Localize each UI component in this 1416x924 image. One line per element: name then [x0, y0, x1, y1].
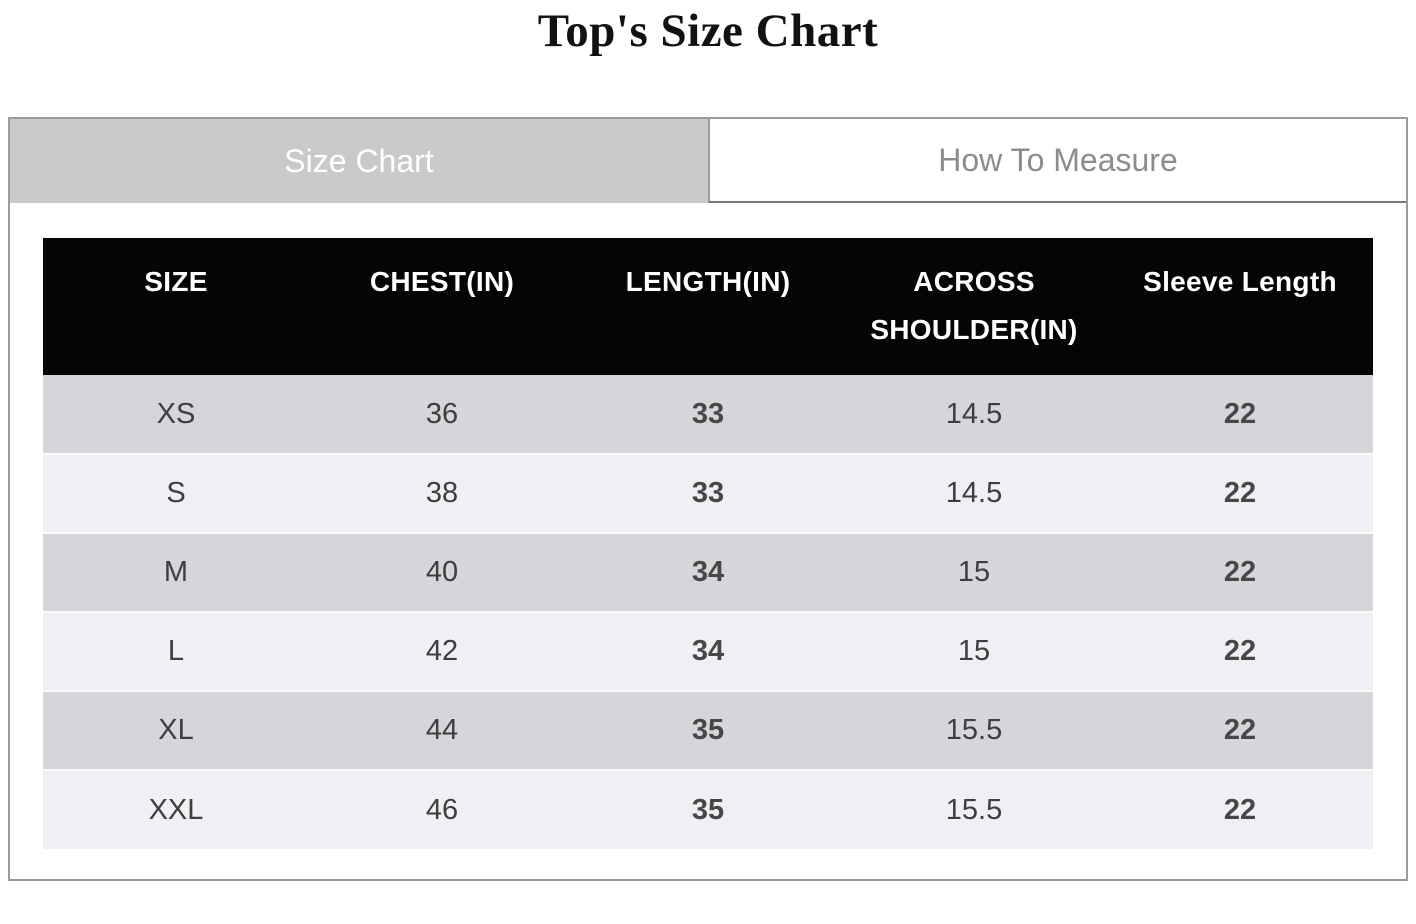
table-cell: 44: [309, 690, 575, 770]
table-cell: 14.5: [841, 453, 1107, 533]
table-row: L 42 34 15 22: [43, 611, 1373, 691]
table-cell: 38: [309, 453, 575, 533]
table-cell: 35: [575, 769, 841, 849]
table-cell: 22: [1107, 453, 1373, 533]
tab-bar: Size Chart How To Measure: [10, 119, 1406, 203]
tab-size-chart[interactable]: Size Chart: [10, 119, 708, 203]
table-cell: 42: [309, 611, 575, 691]
size-table-container: SIZE CHEST(IN) LENGTH(IN) ACROSS SHOULDER(I…: [43, 238, 1373, 849]
column-header: Sleeve Length: [1107, 238, 1373, 375]
table-cell: 15.5: [841, 690, 1107, 770]
size-cell: XL: [43, 690, 309, 770]
table-cell: 15: [841, 611, 1107, 691]
table-row: S 38 33 14.5 22: [43, 453, 1373, 533]
table-cell: 35: [575, 690, 841, 770]
table-cell: 22: [1107, 690, 1373, 770]
table-cell: 15.5: [841, 769, 1107, 849]
table-cell: 40: [309, 532, 575, 612]
size-cell: M: [43, 532, 309, 612]
table-cell: 34: [575, 611, 841, 691]
size-cell: S: [43, 453, 309, 533]
page-title: Top's Size Chart: [537, 5, 879, 57]
size-table: SIZE CHEST(IN) LENGTH(IN) ACROSS SHOULDER(I…: [43, 238, 1373, 849]
table-cell: 14.5: [945, 397, 1003, 430]
table-cell: 22: [1107, 611, 1373, 691]
table-cell: 22: [1107, 532, 1373, 612]
column-header: SIZE: [43, 238, 309, 375]
size-cell: XS: [156, 397, 196, 430]
table-cell: 15: [841, 532, 1107, 612]
table-cell: 34: [575, 532, 841, 612]
table-cell: 46: [309, 769, 575, 849]
size-cell: XXL: [43, 769, 309, 849]
table-row: XXL 46 35 15.5 22: [43, 769, 1373, 849]
table-cell: 22: [1107, 769, 1373, 849]
table-cell: 36: [425, 397, 459, 430]
table-cell: 22: [1223, 397, 1257, 430]
table-body: XS 36 33 14.5 22 S 38 33 14.5 22 M 40 34 15 22 L 42 34 15 2…: [43, 375, 1373, 849]
size-cell: L: [43, 611, 309, 691]
table-row: M 40 34 15 22: [43, 532, 1373, 612]
tab-how-to-measure[interactable]: How To Measure: [708, 119, 1406, 203]
table-cell: 33: [691, 397, 725, 430]
size-chart-panel: Size Chart How To Measure SIZE CHEST(IN) L…: [8, 117, 1408, 881]
table-head: SIZE CHEST(IN) LENGTH(IN) ACROSS SHOULDER(I…: [43, 238, 1373, 375]
table-row: XL 44 35 15.5 22: [43, 690, 1373, 770]
column-header: ACROSS SHOULDER(IN): [841, 238, 1107, 375]
column-header: CHEST(IN): [309, 238, 575, 375]
table-header-row: SIZE CHEST(IN) LENGTH(IN) ACROSS SHOULDER(I…: [43, 238, 1373, 375]
column-header: LENGTH(IN): [575, 238, 841, 375]
table-cell: 33: [575, 453, 841, 533]
table-row: XS 36 33 14.5 22: [43, 375, 1373, 454]
